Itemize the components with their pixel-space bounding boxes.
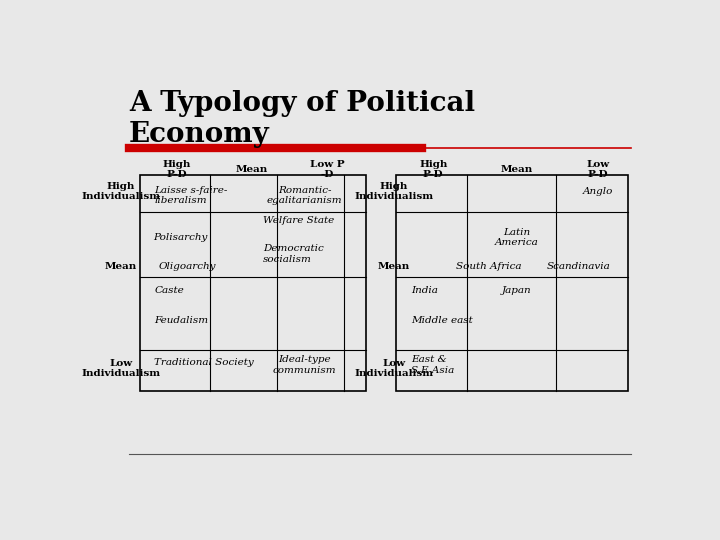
Text: Welfare State: Welfare State [263,216,334,225]
Text: Mean: Mean [500,165,533,174]
Text: Ideal-type
communism: Ideal-type communism [273,355,337,375]
Text: Caste: Caste [154,286,184,295]
Text: Romantic-
egalitarianism: Romantic- egalitarianism [267,186,343,206]
Text: Low
P-D: Low P-D [586,160,609,179]
Text: Low
Individualism: Low Individualism [81,359,161,378]
Text: South Africa: South Africa [456,262,522,271]
Text: Feudalism: Feudalism [154,316,208,325]
Text: Low P
-D: Low P -D [310,160,344,179]
Bar [396,175,629,391]
Text: Mean: Mean [235,165,268,174]
Text: Polisarchy: Polisarchy [153,233,207,242]
Text: Scandinavia: Scandinavia [546,262,610,271]
Text: High
Individualism: High Individualism [354,182,433,201]
Text: High
P-D: High P-D [162,160,191,179]
Text: India: India [411,286,438,295]
Text: Middle east: Middle east [411,316,472,325]
Bar [140,175,366,391]
Text: East &
S.E Asia: East & S.E Asia [411,355,454,375]
Text: High
P-D: High P-D [419,160,447,179]
Text: Anglo: Anglo [582,187,613,196]
Text: Laisse s-faire-
liberalism: Laisse s-faire- liberalism [154,186,228,206]
Text: Oligoarchy: Oligoarchy [159,262,217,271]
Text: Mean: Mean [104,262,137,271]
Text: Low
Individualism: Low Individualism [354,359,433,378]
Text: A Typology of Political: A Typology of Political [129,90,475,117]
Text: Japan: Japan [502,286,531,295]
Text: High
Individualism: High Individualism [81,182,161,201]
Text: Democratic
socialism: Democratic socialism [263,244,324,264]
Text: Traditional Society: Traditional Society [154,357,254,367]
Text: Economy: Economy [129,121,270,148]
Text: Latin
America: Latin America [495,228,539,247]
Text: Mean: Mean [378,262,410,271]
